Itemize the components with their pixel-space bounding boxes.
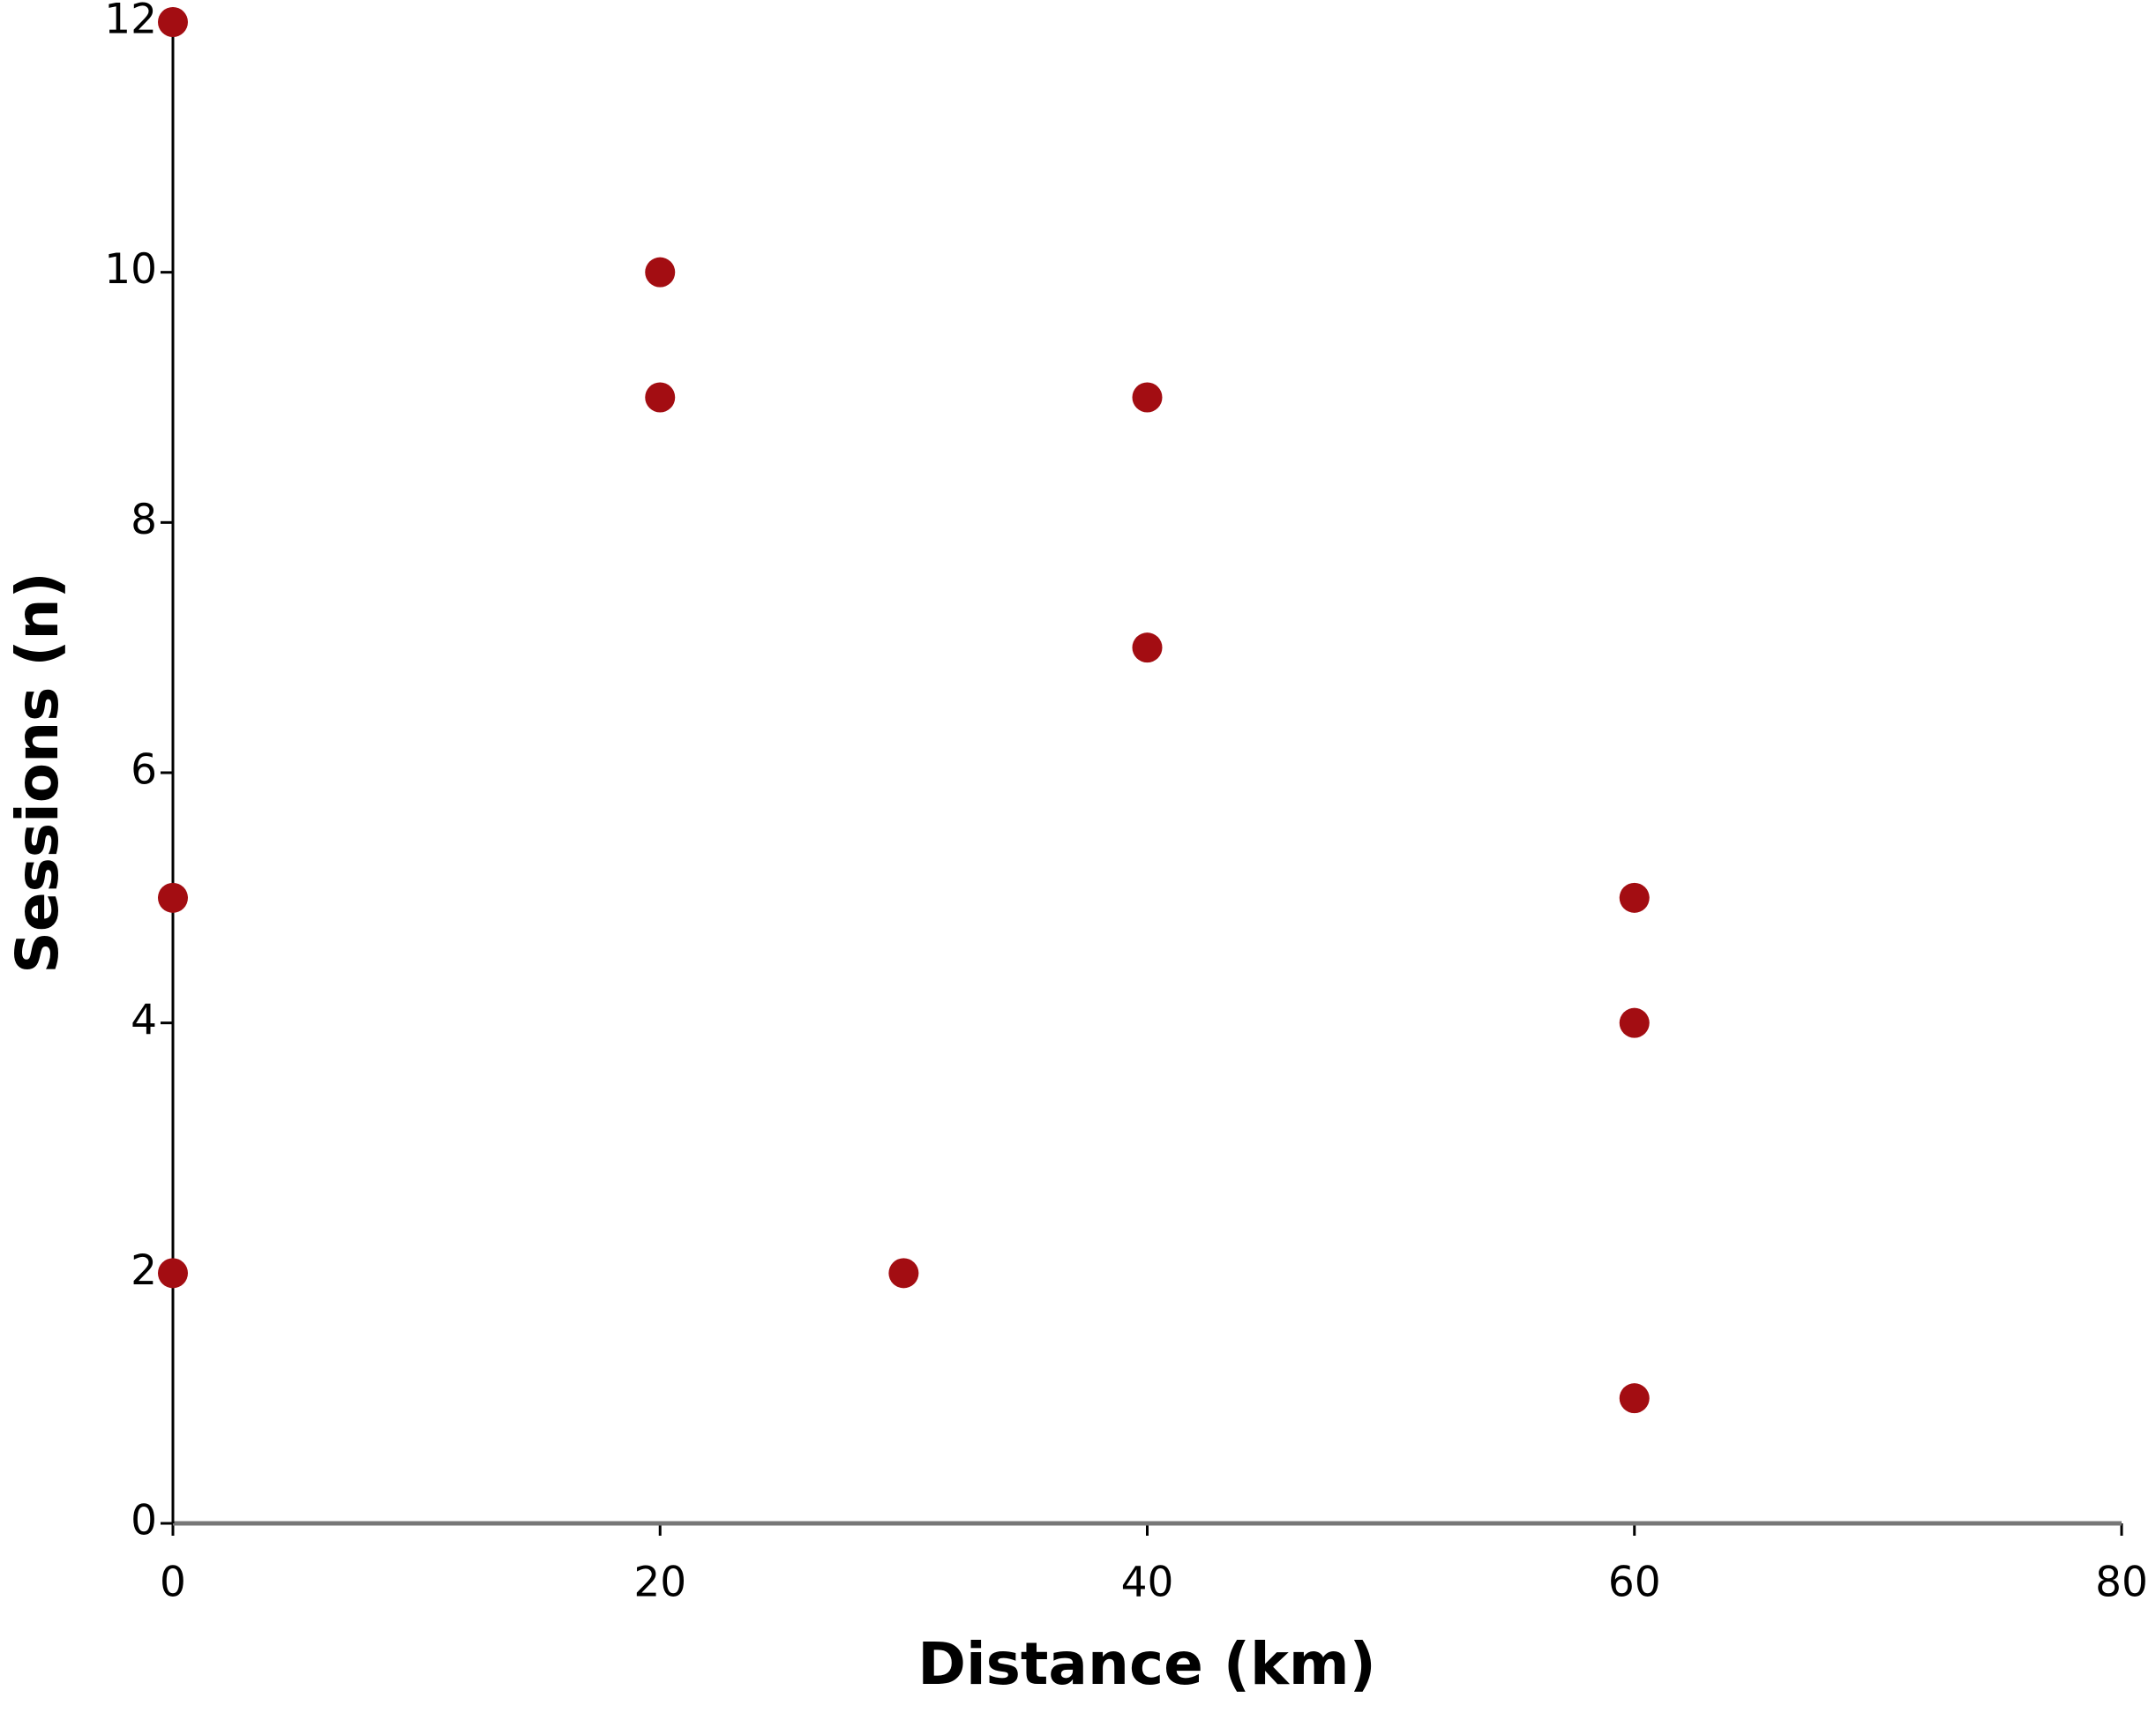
point [1132, 632, 1163, 663]
x-axis-title: Distance (km) [917, 1630, 1376, 1698]
x-tick-label: 0 [160, 1559, 186, 1607]
y-axis-title: Sessions (n) [4, 572, 71, 973]
point [645, 257, 676, 288]
x-tick-label: 20 [633, 1559, 686, 1607]
x-tick-label: 60 [1608, 1559, 1661, 1607]
y-tick-label: 4 [131, 996, 157, 1044]
y-tick-label: 12 [104, 0, 157, 44]
y-tick-label: 8 [131, 496, 157, 544]
point [1132, 382, 1163, 413]
y-tick-label: 0 [131, 1497, 157, 1545]
y-tick-label: 6 [131, 746, 157, 795]
point [1619, 1383, 1650, 1414]
x-tick-label: 40 [1121, 1559, 1174, 1607]
point [158, 882, 188, 913]
x-tick-label: 80 [2095, 1559, 2148, 1607]
y-tick-label: 10 [104, 245, 157, 294]
y-tick-label: 2 [131, 1246, 157, 1295]
point [1619, 882, 1650, 913]
point [158, 1258, 188, 1289]
point [645, 382, 676, 413]
point [888, 1258, 919, 1289]
point [1619, 1007, 1650, 1038]
point [158, 7, 188, 37]
